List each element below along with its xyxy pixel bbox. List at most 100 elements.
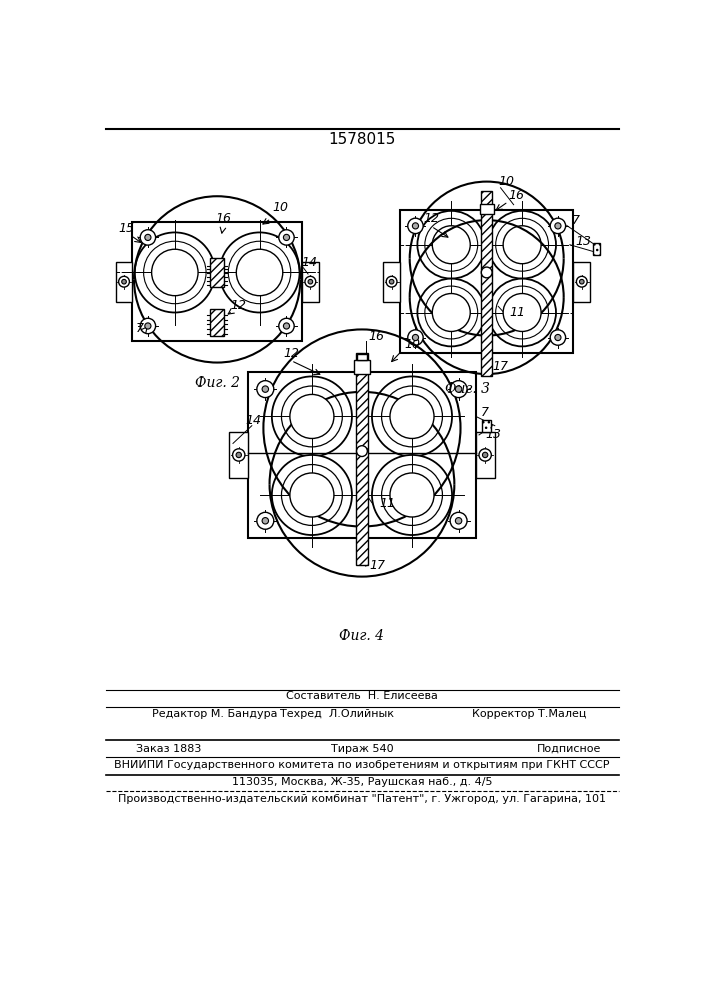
Circle shape bbox=[272, 455, 352, 535]
Text: 14: 14 bbox=[245, 414, 261, 427]
Circle shape bbox=[372, 455, 452, 535]
Bar bbox=[248, 372, 476, 538]
Bar bbox=[400, 210, 573, 353]
Circle shape bbox=[305, 276, 316, 287]
Circle shape bbox=[272, 376, 352, 456]
Bar bbox=[476, 432, 495, 478]
Circle shape bbox=[482, 452, 488, 458]
Circle shape bbox=[481, 267, 492, 278]
Text: Фиг. 4: Фиг. 4 bbox=[339, 629, 385, 643]
Circle shape bbox=[140, 230, 156, 245]
Bar bbox=[132, 222, 302, 341]
Circle shape bbox=[284, 323, 290, 329]
Circle shape bbox=[281, 386, 342, 447]
Bar bbox=[356, 353, 368, 565]
Bar bbox=[229, 432, 248, 478]
Text: 11: 11 bbox=[379, 497, 395, 510]
Circle shape bbox=[425, 218, 478, 271]
Text: 12: 12 bbox=[284, 347, 299, 360]
Circle shape bbox=[580, 279, 584, 284]
Circle shape bbox=[412, 334, 419, 341]
Circle shape bbox=[576, 276, 588, 287]
Text: 113035, Москва, Ж-35, Раушская наб., д. 4/5: 113035, Москва, Ж-35, Раушская наб., д. … bbox=[232, 777, 492, 787]
Circle shape bbox=[284, 234, 290, 241]
Text: 7: 7 bbox=[136, 322, 144, 335]
Circle shape bbox=[372, 376, 452, 456]
Bar bbox=[210, 309, 224, 336]
Circle shape bbox=[135, 232, 215, 312]
Text: ВНИИПИ Государственного комитета по изобретениям и открытиям при ГКНТ СССР: ВНИИПИ Государственного комитета по изоб… bbox=[115, 760, 609, 770]
Text: 13: 13 bbox=[485, 428, 501, 441]
Text: 15: 15 bbox=[118, 222, 134, 235]
Text: 14: 14 bbox=[302, 256, 317, 269]
Bar bbox=[383, 262, 400, 302]
Circle shape bbox=[228, 241, 291, 304]
Text: 11: 11 bbox=[510, 306, 526, 319]
Circle shape bbox=[503, 226, 541, 264]
Text: Техред  Л.Олийнык: Техред Л.Олийнык bbox=[279, 709, 394, 719]
Circle shape bbox=[257, 512, 274, 529]
Bar bbox=[115, 262, 132, 302]
Text: 13: 13 bbox=[575, 235, 591, 248]
Bar bbox=[302, 262, 319, 302]
Circle shape bbox=[279, 318, 294, 334]
Bar bbox=[354, 360, 370, 374]
Bar bbox=[481, 191, 492, 376]
Text: 10: 10 bbox=[498, 175, 514, 188]
Circle shape bbox=[122, 279, 127, 284]
Circle shape bbox=[555, 334, 561, 341]
Circle shape bbox=[450, 512, 467, 529]
Circle shape bbox=[279, 230, 294, 245]
Circle shape bbox=[550, 330, 566, 345]
Text: Корректор Т.Малец: Корректор Т.Малец bbox=[472, 709, 586, 719]
Text: Составитель  Н. Елисеева: Составитель Н. Елисеева bbox=[286, 691, 438, 701]
Circle shape bbox=[496, 286, 549, 339]
Text: Редактор М. Бандура: Редактор М. Бандура bbox=[152, 709, 277, 719]
Text: 12: 12 bbox=[230, 299, 247, 312]
Text: 16: 16 bbox=[216, 212, 231, 225]
Circle shape bbox=[432, 226, 470, 264]
Circle shape bbox=[151, 249, 198, 296]
Text: 17: 17 bbox=[370, 559, 385, 572]
Circle shape bbox=[550, 218, 566, 234]
Circle shape bbox=[382, 465, 443, 525]
Text: 7: 7 bbox=[481, 406, 489, 419]
Bar bbox=[481, 420, 491, 432]
Circle shape bbox=[432, 294, 470, 331]
Circle shape bbox=[425, 286, 478, 339]
Circle shape bbox=[145, 234, 151, 241]
Circle shape bbox=[257, 381, 274, 398]
Text: 16: 16 bbox=[368, 330, 384, 343]
Text: 7: 7 bbox=[571, 214, 580, 227]
Circle shape bbox=[390, 473, 434, 517]
Circle shape bbox=[489, 279, 556, 346]
Circle shape bbox=[555, 223, 561, 229]
Bar bbox=[480, 204, 493, 214]
Text: 16: 16 bbox=[508, 189, 525, 202]
Circle shape bbox=[145, 323, 151, 329]
Circle shape bbox=[417, 279, 485, 346]
Circle shape bbox=[290, 473, 334, 517]
Circle shape bbox=[140, 318, 156, 334]
Circle shape bbox=[356, 446, 368, 456]
Circle shape bbox=[412, 223, 419, 229]
Circle shape bbox=[408, 218, 423, 234]
Text: Тираж 540: Тираж 540 bbox=[331, 744, 393, 754]
Circle shape bbox=[233, 449, 245, 461]
Circle shape bbox=[262, 518, 269, 524]
Circle shape bbox=[262, 386, 269, 392]
Text: Производственно-издательский комбинат "Патент", г. Ужгород, ул. Гагарина, 101: Производственно-издательский комбинат "П… bbox=[118, 794, 606, 804]
Circle shape bbox=[503, 294, 541, 331]
Circle shape bbox=[386, 276, 397, 287]
Circle shape bbox=[390, 394, 434, 438]
Circle shape bbox=[455, 386, 462, 392]
Circle shape bbox=[417, 211, 485, 279]
Bar bbox=[573, 262, 590, 302]
Circle shape bbox=[479, 449, 491, 461]
Circle shape bbox=[281, 465, 342, 525]
Circle shape bbox=[455, 518, 462, 524]
Text: 12: 12 bbox=[423, 212, 440, 225]
Text: 17: 17 bbox=[493, 360, 509, 373]
Bar bbox=[356, 354, 368, 360]
Bar bbox=[592, 243, 600, 255]
